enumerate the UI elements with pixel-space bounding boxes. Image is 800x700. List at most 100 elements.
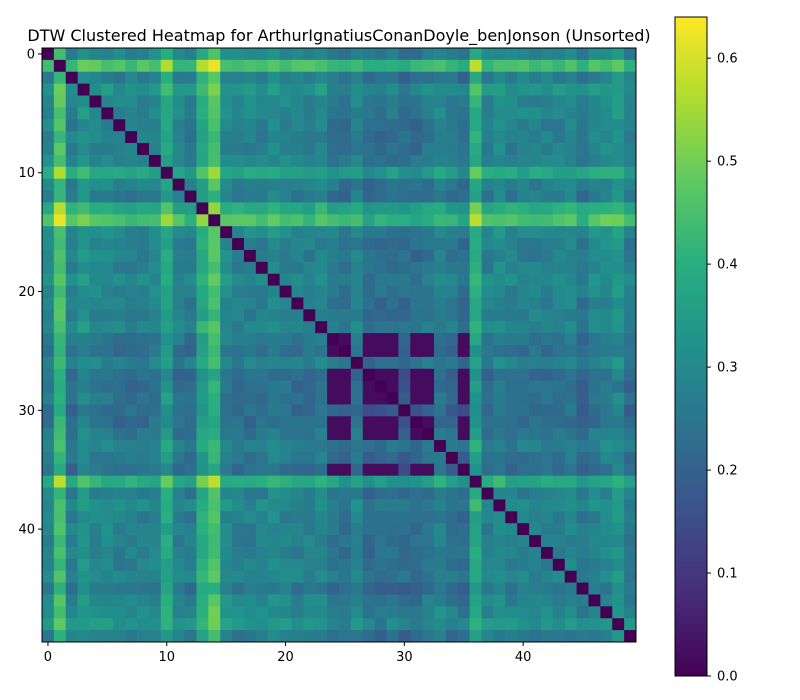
heatmap-cell — [624, 107, 637, 120]
heatmap-cell — [481, 392, 494, 405]
heatmap-cell — [540, 570, 554, 583]
heatmap-cell — [196, 273, 209, 286]
heatmap-cell — [208, 606, 221, 619]
heatmap-cell — [612, 309, 625, 322]
heatmap-cell — [410, 558, 423, 572]
heatmap-cell — [208, 261, 221, 275]
heatmap-cell — [469, 95, 482, 108]
heatmap-cell — [457, 570, 471, 583]
heatmap-cell — [481, 487, 494, 500]
heatmap-cell — [243, 71, 257, 85]
heatmap-cell — [196, 285, 209, 298]
heatmap-cell — [350, 190, 364, 203]
heatmap-cell — [517, 475, 530, 488]
heatmap-cell — [398, 131, 411, 144]
heatmap-cell — [255, 261, 269, 275]
heatmap-cell — [208, 594, 221, 607]
heatmap-cell — [529, 630, 542, 643]
heatmap-cell — [77, 119, 90, 132]
heatmap-cell — [327, 440, 340, 453]
heatmap-cell — [505, 535, 518, 548]
heatmap-cell — [624, 463, 637, 477]
heatmap-cell — [327, 558, 340, 572]
heatmap-cell — [42, 570, 55, 583]
heatmap-cell — [279, 166, 292, 180]
heatmap-cell — [410, 119, 423, 132]
heatmap-cell — [588, 59, 601, 73]
heatmap-cell — [445, 154, 459, 168]
heatmap-cell — [398, 440, 411, 453]
heatmap-cell — [172, 119, 185, 132]
heatmap-cell — [77, 416, 90, 429]
heatmap-cell — [339, 71, 352, 85]
heatmap-cell — [552, 368, 566, 382]
heatmap-cell — [350, 309, 364, 322]
heatmap-cell — [113, 321, 126, 334]
heatmap-cell — [457, 558, 471, 572]
heatmap-cell — [196, 48, 209, 61]
heatmap-cell — [564, 202, 577, 215]
heatmap-cell — [374, 404, 387, 417]
heatmap-cell — [160, 499, 174, 512]
heatmap-cell — [600, 59, 613, 73]
heatmap-cell — [184, 535, 197, 548]
heatmap-cell — [481, 83, 494, 96]
heatmap-cell — [89, 523, 102, 536]
heatmap-cell — [493, 345, 506, 358]
heatmap-cell — [137, 59, 150, 73]
heatmap-cell — [339, 546, 352, 560]
heatmap-cell — [588, 630, 601, 643]
heatmap-cell — [576, 499, 589, 512]
heatmap-cell — [362, 451, 376, 465]
heatmap-cell — [184, 451, 197, 465]
heatmap-cell — [184, 297, 197, 310]
heatmap-cell — [196, 345, 209, 358]
heatmap-cell — [505, 558, 518, 572]
heatmap-cell — [137, 618, 150, 631]
heatmap-cell — [113, 238, 126, 251]
heatmap-cell — [232, 558, 245, 572]
heatmap-cell — [505, 345, 518, 358]
heatmap-cell — [267, 190, 280, 203]
heatmap-cell — [374, 451, 387, 465]
heatmap-cell — [77, 131, 90, 144]
heatmap-cell — [291, 440, 304, 453]
heatmap-cell — [540, 166, 554, 180]
heatmap-cell — [469, 558, 482, 572]
heatmap-cell — [267, 594, 280, 607]
heatmap-cell — [65, 131, 79, 144]
heatmap-cell — [481, 261, 494, 275]
heatmap-cell — [160, 71, 174, 85]
heatmap-cell — [445, 594, 459, 607]
heatmap-cell — [529, 558, 542, 572]
heatmap-cell — [101, 440, 114, 453]
heatmap-cell — [232, 380, 245, 393]
heatmap-cell — [505, 309, 518, 322]
heatmap-cell — [137, 285, 150, 298]
heatmap-cell — [291, 535, 304, 548]
colorbar-tick-label: 0.3 — [717, 361, 738, 376]
heatmap-cell — [172, 523, 185, 536]
heatmap-cell — [540, 368, 554, 382]
heatmap-cell — [540, 154, 554, 168]
heatmap-cell — [220, 333, 233, 346]
heatmap-cell — [529, 594, 542, 607]
heatmap-cell — [291, 618, 304, 631]
heatmap-cell — [362, 416, 376, 429]
heatmap-cell — [517, 190, 530, 203]
heatmap-cell — [291, 226, 304, 239]
heatmap-cell — [457, 511, 471, 524]
heatmap-cell — [350, 333, 364, 346]
heatmap-cell — [196, 606, 209, 619]
heatmap-cell — [434, 119, 447, 132]
heatmap-cell — [493, 285, 506, 298]
heatmap-cell — [505, 380, 518, 393]
heatmap-cell — [505, 226, 518, 239]
heatmap-cell — [564, 285, 577, 298]
heatmap-cell — [588, 523, 601, 536]
heatmap-cell — [362, 546, 376, 560]
heatmap-cell — [374, 630, 387, 643]
heatmap-cell — [517, 297, 530, 310]
heatmap-cell — [101, 48, 114, 61]
heatmap-cell — [339, 511, 352, 524]
